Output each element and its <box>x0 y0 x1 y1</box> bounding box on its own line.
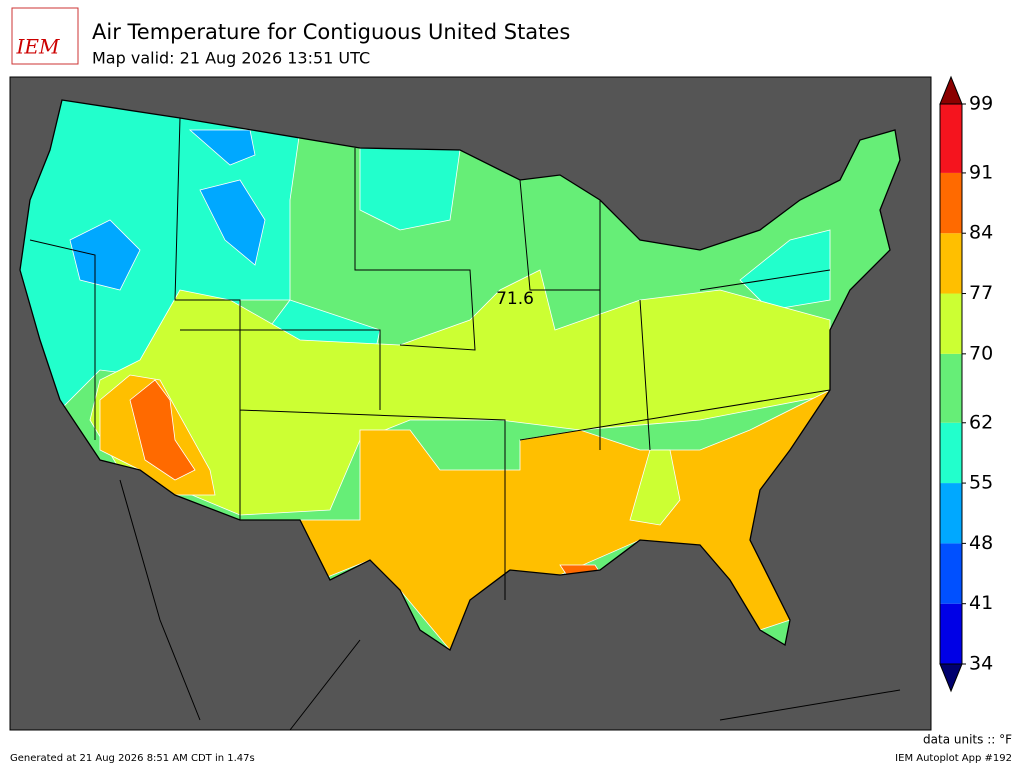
logo-frame <box>11 7 79 65</box>
colorbar-tick-label: 84 <box>969 222 993 244</box>
coastline <box>119 479 901 731</box>
colorbar-tick-label: 41 <box>969 592 993 614</box>
colorbar-tick-label: 70 <box>969 342 993 364</box>
colorbar-tick-label: 55 <box>969 472 993 494</box>
colorbar-outline <box>939 103 963 665</box>
temperature-region <box>199 179 266 266</box>
colorbar-segment <box>940 104 962 173</box>
state-lines <box>29 117 901 731</box>
colorbar-tick-label: 91 <box>969 161 993 183</box>
colorbar-over <box>939 75 963 105</box>
title: Air Temperature for Contiguous United St… <box>92 20 570 44</box>
colorbar-segment <box>940 353 962 423</box>
colorbar: 34 41 48 55 62 70 77 84 91 99 <box>939 75 993 693</box>
state-line <box>29 117 831 600</box>
footer-left: Generated at 21 Aug 2026 8:51 AM CDT in … <box>10 753 255 764</box>
colorbar-under <box>939 663 963 693</box>
colorbar-tick-label: 99 <box>969 93 993 115</box>
subtitle: Map valid: 21 Aug 2026 13:51 UTC <box>92 49 370 68</box>
temperature-region <box>188 129 256 166</box>
colorbar-segment <box>940 233 962 294</box>
colorbar-segment <box>940 483 962 544</box>
colorbar-segment <box>940 603 962 664</box>
temperature-region <box>129 379 196 481</box>
temperature-region <box>69 219 141 291</box>
colorbar-tick-label: 62 <box>969 411 993 433</box>
footer-right: IEM Autoplot App #192 <box>895 753 1012 764</box>
colorbar-segment <box>940 293 962 354</box>
station-value: 71.6 <box>496 289 534 309</box>
logo-text: IEM <box>16 35 61 59</box>
logo: IEM <box>11 7 79 65</box>
temperature-region <box>359 139 461 231</box>
temperature-region <box>629 449 681 526</box>
colorbar-segment <box>940 172 962 234</box>
colorbar-segment <box>940 543 962 604</box>
colorbar-tick-label: 77 <box>969 282 993 304</box>
colorbar-segment <box>940 422 962 484</box>
colorbar-tick-label: 48 <box>969 532 993 554</box>
units-label: data units :: °F <box>923 733 1012 747</box>
colorbar-tick-label: 34 <box>969 653 993 675</box>
